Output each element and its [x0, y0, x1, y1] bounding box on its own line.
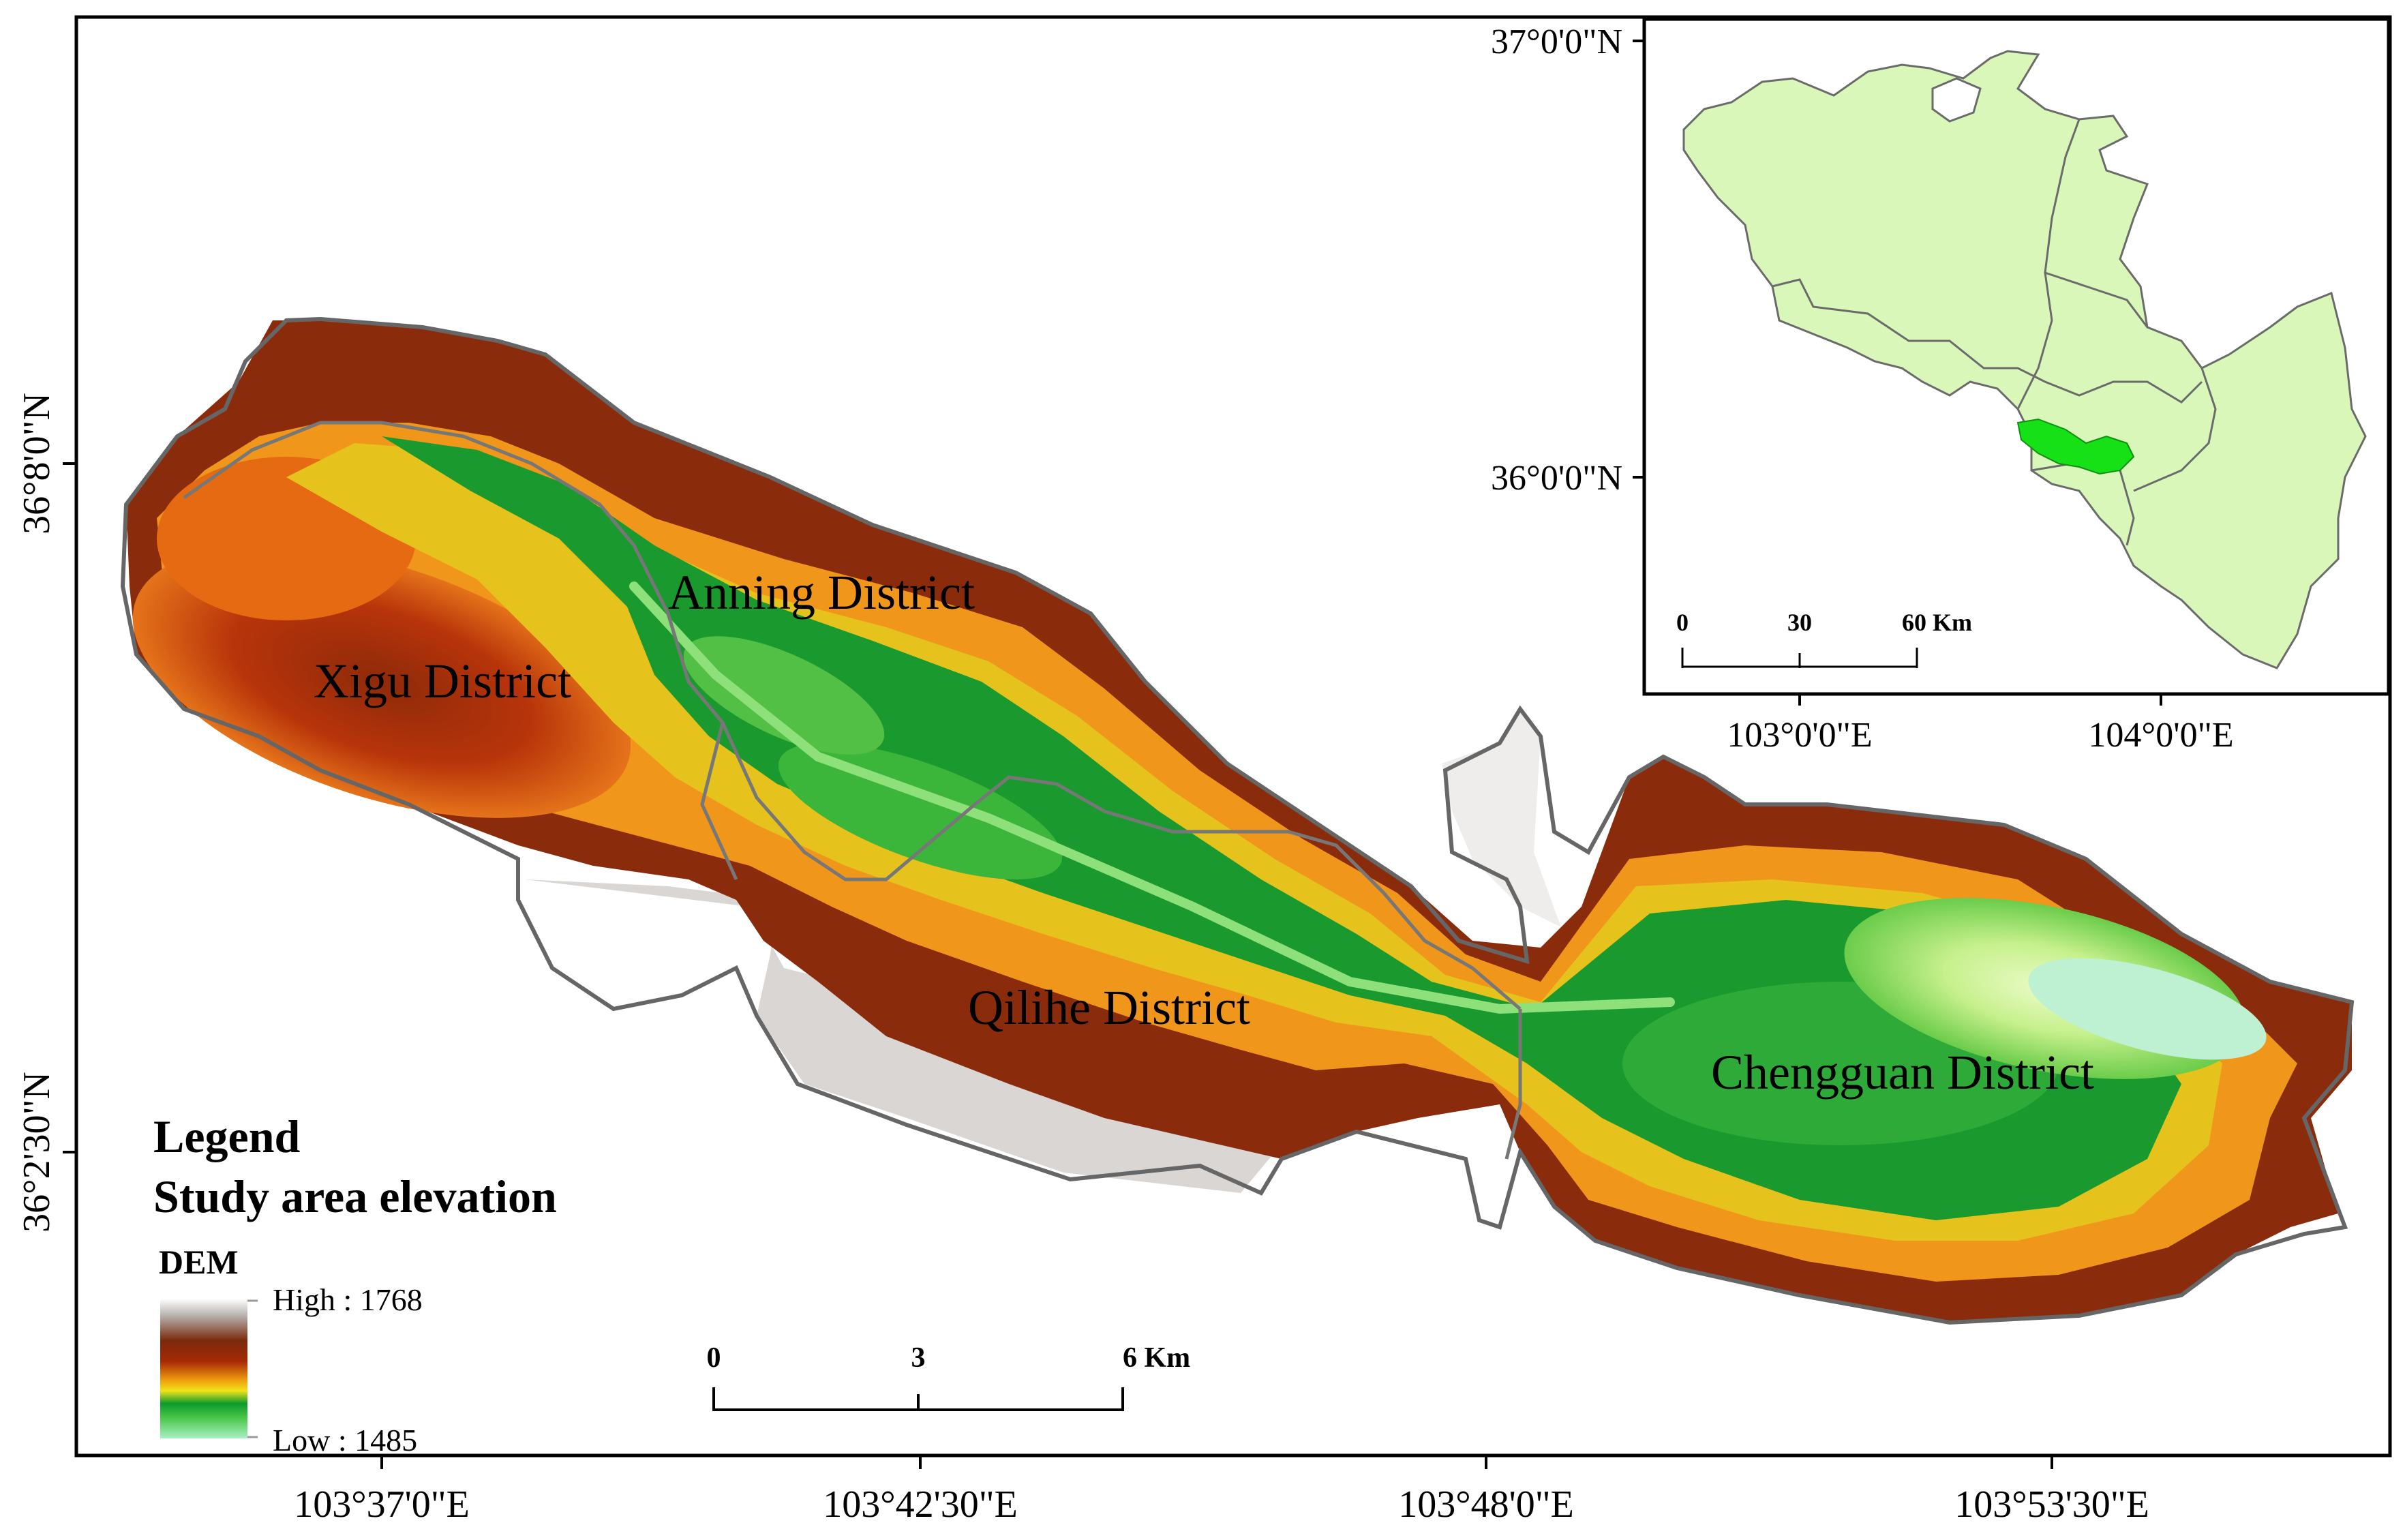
study-area-dem: [120, 316, 2355, 1325]
legend-title: Legend: [153, 1111, 301, 1162]
inset-internal-boundary-2: [1772, 278, 2203, 404]
scale-label: 0: [707, 1342, 721, 1374]
x-tick-label: 103°42'30"E: [823, 1483, 1018, 1526]
y-axis-ticks: 36°8'0"N 36°2'30"N: [16, 393, 76, 1233]
label-chengguan-district: Chengguan District: [1711, 1045, 2094, 1100]
inset-scale-label: 0: [1676, 609, 1689, 636]
inset-internal-boundary-5: [2133, 367, 2217, 492]
inset-y-tick-label: 36°0'0"N: [1491, 459, 1622, 498]
x-axis-ticks: 103°37'0"E 103°42'30"E 103°48'0"E 103°53…: [294, 1455, 2149, 1526]
inset-scale-label: 60 Km: [1902, 609, 1972, 636]
chengguan-pale-core: [2028, 958, 2267, 1060]
legend-color-ramp: [160, 1299, 247, 1438]
river-light-line: [629, 582, 1675, 1014]
inset-x-tick-label: 103°0'0"E: [1727, 716, 1872, 755]
y-tick-label: 36°8'0"N: [16, 393, 58, 534]
green-patch-2: [683, 636, 885, 755]
x-tick-label: 103°37'0"E: [294, 1483, 470, 1526]
study-area-outline: [120, 316, 2355, 1325]
label-xigu-district: Xigu District: [314, 654, 571, 708]
inset-x-tick-label: 104°0'0"E: [2088, 716, 2233, 755]
label-qilihe-district: Qilihe District: [968, 980, 1250, 1035]
inset-study-area: [2016, 418, 2135, 475]
inset-y-tick-label: 37°0'0"N: [1491, 22, 1622, 61]
inset-region: [1682, 50, 2367, 669]
scale-bar: 0 3 6 Km: [707, 1342, 1190, 1411]
legend-dem-label: DEM: [159, 1243, 239, 1281]
east-white-lobe: [1442, 709, 1561, 927]
scale-label: 3: [911, 1342, 926, 1374]
district-boundary-xigu-qilihe: [700, 722, 738, 881]
inset-internal-boundary-3: [2044, 271, 2149, 328]
district-boundary-qilihe-chengguan: [1504, 1009, 1522, 1160]
x-tick-label: 103°53'30"E: [1954, 1483, 2149, 1526]
legend-low-label: Low : 1485: [273, 1423, 417, 1458]
legend-high-label: High : 1768: [273, 1282, 423, 1317]
x-tick-label: 103°48'0"E: [1398, 1483, 1574, 1526]
y-tick-label: 36°2'30"N: [16, 1072, 58, 1233]
scale-label: 6 Km: [1123, 1342, 1190, 1374]
inset-white-hole: [1931, 77, 1982, 123]
label-anning-district: Anning District: [668, 565, 975, 620]
inset-scale-label: 30: [1787, 609, 1812, 636]
inset-map: 37°0'0"N 36°0'0"N 103°0'0"E 104°0'0"E 0 …: [1491, 17, 2391, 755]
green-patch-1: [778, 743, 1063, 879]
legend: Legend Study area elevation DEM High : 1…: [153, 1111, 557, 1458]
district-boundary-xigu-anning: [183, 421, 1522, 1010]
legend-subtitle: Study area elevation: [153, 1171, 557, 1222]
